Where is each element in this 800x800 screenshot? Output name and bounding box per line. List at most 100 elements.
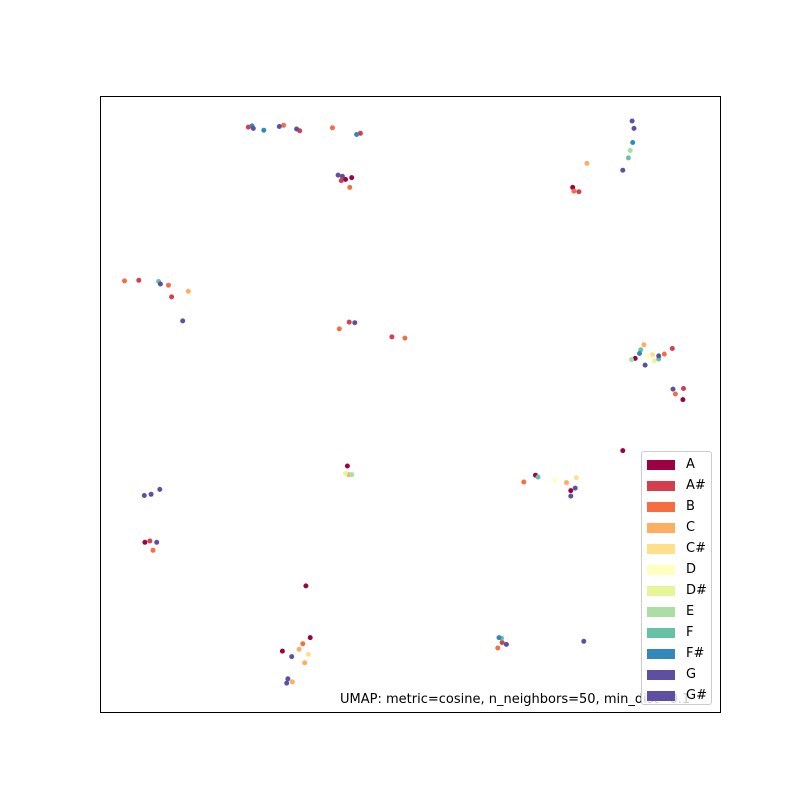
- legend-item-Csharp: C#: [642, 540, 713, 560]
- scatter-point-A-8: [279, 648, 285, 654]
- scatter-point-G-4: [285, 676, 291, 682]
- scatter-point-Asharp-5: [346, 319, 352, 325]
- scatter-point-G-10: [157, 281, 163, 287]
- umap-annotation: UMAP: metric=cosine, n_neighbors=50, min…: [340, 692, 691, 707]
- scatter-point-G-0: [276, 124, 282, 130]
- scatter-point-Gsharp-2: [620, 167, 626, 173]
- scatter-point-G-5: [572, 485, 578, 491]
- scatter-point-G-7: [568, 493, 574, 499]
- scatter-point-Fsharp-2: [636, 350, 642, 356]
- plot-frame: [100, 96, 721, 713]
- legend-item-Dsharp: D#: [642, 582, 713, 602]
- scatter-point-C-7: [289, 679, 295, 685]
- legend-label: C: [686, 520, 696, 535]
- legend: A A# B C C# D D# E F F# G G#: [641, 451, 712, 705]
- scatter-point-E-0: [628, 357, 634, 363]
- legend-label: A: [686, 457, 695, 472]
- scatter-point-Asharp-6: [389, 334, 395, 340]
- scatter-point-B-7: [495, 645, 501, 651]
- legend-item-Fsharp: F#: [642, 645, 713, 665]
- scatter-point-D-0: [645, 353, 651, 359]
- scatter-point-F-0: [625, 155, 631, 161]
- scatter-point-Gsharp-12: [180, 318, 186, 324]
- scatter-point-B-13: [166, 282, 172, 288]
- legend-label: B: [686, 499, 695, 514]
- scatter-point-B-12: [521, 479, 527, 485]
- scatter-point-Gsharp-11: [154, 539, 160, 545]
- scatter-point-B-0: [281, 122, 287, 128]
- scatter-point-B-11: [336, 326, 342, 332]
- scatter-point-Gsharp-0: [250, 125, 256, 131]
- legend-label: G#: [686, 688, 707, 703]
- legend-swatch: [647, 670, 675, 680]
- scatter-point-B-1: [329, 125, 335, 131]
- scatter-point-Gsharp-7: [284, 680, 290, 686]
- legend-swatch: [647, 481, 675, 491]
- scatter-point-A-1: [349, 175, 355, 181]
- scatter-point-F-1: [535, 474, 541, 480]
- legend-swatch: [647, 460, 675, 470]
- legend-item-G: G: [642, 666, 713, 686]
- legend-item-C: C: [642, 519, 713, 539]
- scatter-point-B-6: [300, 641, 306, 647]
- legend-swatch: [647, 691, 675, 701]
- scatter-point-Fsharp-0: [261, 127, 267, 133]
- legend-label: C#: [686, 541, 706, 556]
- scatter-point-A-6: [142, 539, 148, 545]
- scatter-point-D-1: [552, 477, 558, 483]
- scatter-point-Asharp-2: [338, 178, 344, 184]
- scatter-point-B-5: [150, 547, 156, 553]
- scatter-point-Asharp-10: [499, 639, 505, 645]
- legend-label: A#: [686, 478, 706, 493]
- scatter-point-Asharp-3: [576, 189, 582, 195]
- scatter-point-B-2: [347, 184, 353, 190]
- scatter-point-G-2: [629, 118, 635, 124]
- scatter-point-Dsharp-0: [651, 358, 657, 364]
- points-layer: [122, 118, 686, 686]
- scatter-point-A-11: [303, 583, 309, 589]
- scatter-point-Gsharp-13: [141, 492, 147, 498]
- scatter-point-G-1: [335, 172, 341, 178]
- scatter-point-G-3: [656, 353, 662, 359]
- legend-label: F#: [686, 646, 705, 661]
- scatter-point-G-6: [157, 486, 163, 492]
- scatter-point-A-4: [680, 397, 686, 403]
- scatter-point-Gsharp-1: [339, 173, 345, 179]
- legend-item-Gsharp: G#: [642, 687, 713, 707]
- scatter-point-C-1: [563, 480, 569, 486]
- scatter-point-Gsharp-4: [148, 491, 154, 497]
- scatter-point-Gsharp-3: [642, 362, 648, 368]
- scatter-point-C-2: [584, 160, 590, 166]
- scatter-point-B-10: [402, 335, 408, 341]
- scatter-point-Csharp-2: [573, 475, 579, 481]
- scatter-point-C-6: [302, 660, 308, 666]
- scatter-point-Gsharp-6: [581, 638, 587, 644]
- legend-item-A: A: [642, 456, 713, 476]
- scatter-point-Asharp-8: [680, 385, 686, 391]
- scatter-point-Fsharp-1: [630, 140, 636, 146]
- scatter-point-Csharp-1: [305, 651, 311, 657]
- scatter-point-A-9: [568, 488, 574, 494]
- legend-label: D#: [686, 583, 707, 598]
- scatter-point-B-4: [672, 391, 678, 397]
- scatter-point-Dsharp-1: [342, 470, 348, 476]
- legend-swatch: [647, 502, 675, 512]
- legend-swatch: [647, 628, 675, 638]
- scatter-point-Gsharp-8: [670, 386, 676, 392]
- scatter-point-Fsharp-5: [354, 132, 360, 138]
- legend-label: F: [686, 625, 694, 640]
- scatter-point-Csharp-0: [649, 352, 655, 358]
- legend-item-Asharp: A#: [642, 477, 713, 497]
- legend-swatch: [647, 649, 675, 659]
- legend-swatch: [647, 544, 675, 554]
- scatter-point-B-8: [571, 188, 577, 194]
- legend-item-E: E: [642, 603, 713, 623]
- scatter-point-A-10: [344, 463, 350, 469]
- scatter-point-C-0: [296, 646, 302, 652]
- scatter-point-B-3: [661, 351, 667, 357]
- legend-item-F: F: [642, 624, 713, 644]
- legend-label: E: [686, 604, 695, 619]
- scatter-point-Asharp-12: [169, 294, 175, 300]
- scatter-point-Asharp-9: [147, 538, 153, 544]
